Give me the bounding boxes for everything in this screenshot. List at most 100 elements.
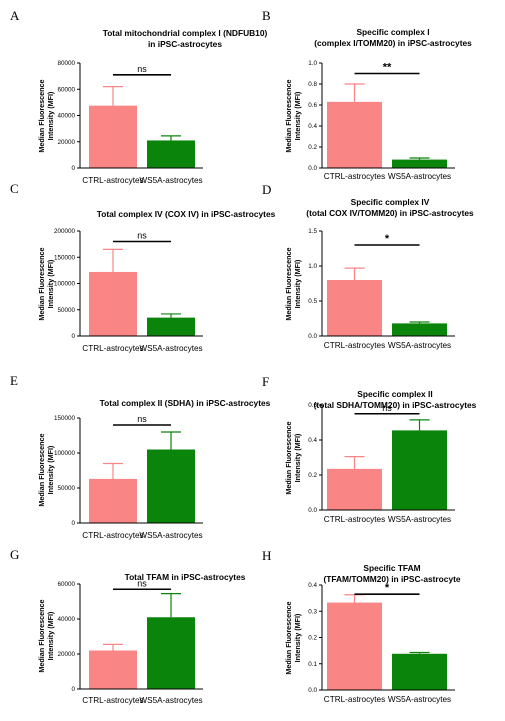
y-axis-label: Median Fluorescence Intensity (MFI) xyxy=(37,79,55,152)
chart-title: (TFAM/TOMM20) in iPSC-astrocyte xyxy=(323,574,460,584)
y-axis-label-line: Intensity (MFI) xyxy=(293,91,302,140)
panel-g: G Total TFAM in iPSC-astrocytes Median Flu… xyxy=(10,547,246,705)
y-tick-label: 0.4 xyxy=(308,582,317,589)
y-axis-label-line: Median Fluorescence xyxy=(37,247,46,320)
panel-letter: C xyxy=(10,181,19,196)
bar-ws5a xyxy=(392,323,447,336)
significance-label: ns xyxy=(137,578,147,588)
y-tick-label: 0.0 xyxy=(308,165,317,172)
y-tick-label: 0.2 xyxy=(308,635,317,642)
y-axis-label-line: Median Fluorescence xyxy=(37,433,46,506)
chart-title: (total SDHA/TOMM20) in iPSC-astrocytes xyxy=(314,400,477,410)
x-tick-label: WS5A-astrocytes xyxy=(388,172,451,181)
panel-letter: A xyxy=(10,8,20,23)
y-tick-label: 0 xyxy=(71,520,75,527)
y-axis-label-line: Median Fluorescence xyxy=(284,79,293,152)
y-axis-label-line: Intensity (MFI) xyxy=(46,91,55,140)
y-tick-label: 0.0 xyxy=(308,507,317,514)
significance-label: ns xyxy=(137,231,147,241)
chart-title: Total complex IV (COX IV) in iPSC-astroc… xyxy=(97,209,276,219)
y-axis-label-line: Median Fluorescence xyxy=(284,601,293,674)
y-axis-label-line: Median Fluorescence xyxy=(284,421,293,494)
panel-d: D Specific complex IV(total COX IV/TOMM20… xyxy=(262,182,474,350)
x-tick-label: CTRL-astrocytes xyxy=(82,696,143,705)
y-tick-label: 0.4 xyxy=(308,123,317,130)
panel-letter: F xyxy=(262,374,269,389)
x-tick-label: WS5A-astrocytes xyxy=(388,695,451,704)
bar-ws5a xyxy=(392,159,447,168)
panel-a: A Total mitochondrial complex I (NDFUB10)… xyxy=(10,8,267,185)
y-axis-label-line: Median Fluorescence xyxy=(284,247,293,320)
x-tick-label: CTRL-astrocytes xyxy=(324,172,385,181)
y-tick-label: 100000 xyxy=(54,450,76,457)
bar-ctrl xyxy=(89,105,137,168)
chart-title: Specific complex I xyxy=(356,27,429,37)
x-tick-label: CTRL-astrocytes xyxy=(82,176,143,185)
panel-f: F Specific complex II(total SDHA/TOMM20) … xyxy=(262,374,477,524)
x-tick-label: CTRL-astrocytes xyxy=(324,515,385,524)
x-tick-label: CTRL-astrocytes xyxy=(324,695,385,704)
chart-title: in iPSC-astrocytes xyxy=(148,39,222,49)
chart-title: Total TFAM in iPSC-astrocytes xyxy=(125,572,246,582)
x-tick-label: WS5A-astrocytes xyxy=(139,696,202,705)
bar-ctrl xyxy=(89,478,137,523)
y-tick-label: 0.6 xyxy=(308,402,317,409)
significance-label: * xyxy=(385,233,390,245)
bar-ctrl xyxy=(327,602,382,690)
y-axis-label: Median Fluorescence Intensity (MFI) xyxy=(284,421,302,494)
y-axis-label: Median Fluorescence Intensity (MFI) xyxy=(284,247,302,320)
panel-c: C Total complex IV (COX IV) in iPSC-astro… xyxy=(10,181,276,353)
significance-label: ns xyxy=(137,414,147,424)
y-tick-label: 0.6 xyxy=(308,102,317,109)
y-tick-label: 20000 xyxy=(57,651,75,658)
bar-ws5a xyxy=(392,430,447,510)
y-tick-label: 40000 xyxy=(57,113,75,120)
panel-letter: H xyxy=(262,548,271,563)
chart-title: Specific complex II xyxy=(357,389,432,399)
y-tick-label: 150000 xyxy=(54,254,76,261)
y-tick-label: 0.2 xyxy=(308,144,317,151)
y-tick-label: 0 xyxy=(71,686,75,693)
bar-ws5a xyxy=(147,317,195,336)
bar-ws5a xyxy=(147,449,195,523)
x-tick-label: WS5A-astrocytes xyxy=(139,344,202,353)
panel-h: H Specific TFAM(TFAM/TOMM20) in iPSC-astr… xyxy=(262,548,461,704)
y-axis-label-line: Intensity (MFI) xyxy=(46,259,55,308)
y-tick-label: 1.0 xyxy=(308,60,317,67)
chart-title: Total complex II (SDHA) in iPSC-astrocyt… xyxy=(100,398,271,408)
y-axis-label: Median Fluorescence Intensity (MFI) xyxy=(37,599,55,672)
panel-e: E Total complex II (SDHA) in iPSC-astrocy… xyxy=(10,373,271,540)
x-tick-label: WS5A-astrocytes xyxy=(388,515,451,524)
panel-letter: G xyxy=(10,547,19,562)
y-tick-label: 50000 xyxy=(57,485,75,492)
significance-label: * xyxy=(385,582,390,594)
panel-letter: B xyxy=(262,8,271,23)
y-tick-label: 40000 xyxy=(57,616,75,623)
x-tick-label: WS5A-astrocytes xyxy=(139,531,202,540)
chart-title: Specific TFAM xyxy=(363,563,420,573)
x-tick-label: CTRL-astrocytes xyxy=(324,341,385,350)
y-tick-label: 0.1 xyxy=(308,661,317,668)
y-axis-label-line: Intensity (MFI) xyxy=(46,445,55,494)
y-tick-label: 0.0 xyxy=(308,687,317,694)
chart-title: (total COX IV/TOMM20) in iPSC-astrocytes xyxy=(306,208,474,218)
y-axis-label-line: Intensity (MFI) xyxy=(46,611,55,660)
chart-title: Specific complex IV xyxy=(351,197,430,207)
y-tick-label: 0.8 xyxy=(308,81,317,88)
y-tick-label: 100000 xyxy=(54,281,76,288)
y-tick-label: 60000 xyxy=(57,581,75,588)
significance-label: ** xyxy=(383,62,392,74)
y-axis-label: Median Fluorescence Intensity (MFI) xyxy=(284,601,302,674)
y-tick-label: 1.5 xyxy=(308,228,317,235)
x-tick-label: WS5A-astrocytes xyxy=(388,341,451,350)
y-axis-label: Median Fluorescence Intensity (MFI) xyxy=(37,433,55,506)
bar-ctrl xyxy=(89,650,137,689)
y-tick-label: 20000 xyxy=(57,139,75,146)
y-axis-label-line: Intensity (MFI) xyxy=(293,613,302,662)
y-tick-label: 200000 xyxy=(54,228,76,235)
bar-ws5a xyxy=(147,617,195,689)
y-axis-label: Median Fluorescence Intensity (MFI) xyxy=(37,247,55,320)
x-tick-label: CTRL-astrocytes xyxy=(82,344,143,353)
x-tick-label: WS5A-astrocytes xyxy=(139,176,202,185)
